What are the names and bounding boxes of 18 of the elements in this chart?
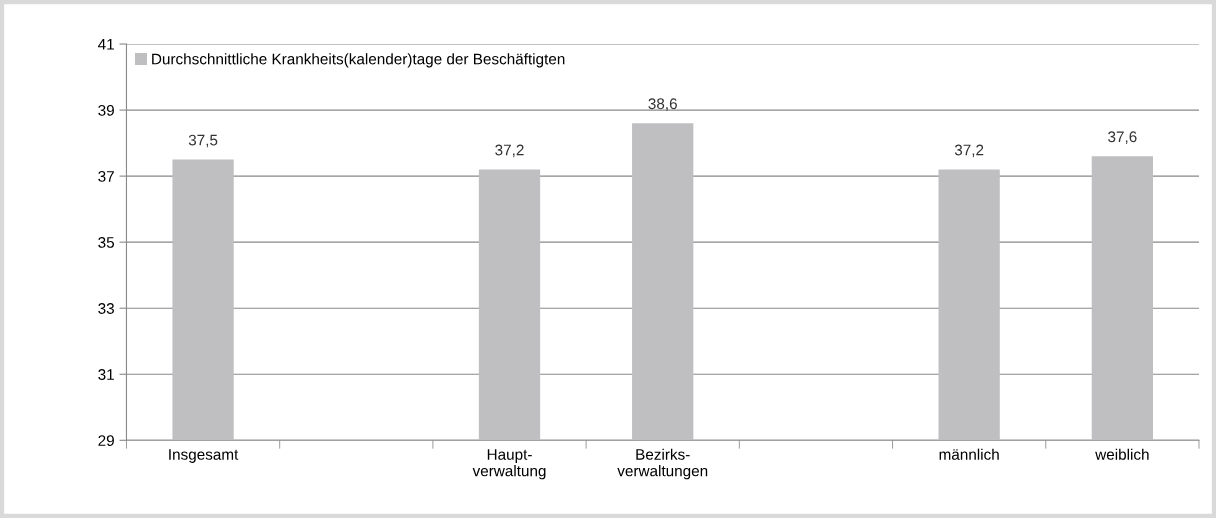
x-tick-label: männlich: [939, 448, 999, 460]
x-tick-label: Bezirks- verwaltungen: [617, 448, 708, 480]
data-label: 37,6: [1108, 131, 1137, 144]
y-tick-label: 35: [98, 237, 115, 248]
x-tick-label: weiblich: [1095, 448, 1149, 460]
y-tick-label: 33: [98, 303, 114, 314]
y-tick-label: 29: [98, 435, 114, 446]
y-tick-label: 41: [98, 39, 114, 50]
x-tick-label: Insgesamt: [169, 449, 239, 463]
legend-label: Durchschnittliche Krankheits(kalender)tage der Beschäftigten: [152, 53, 565, 68]
data-label: 37,5: [188, 134, 218, 148]
data-label: 38,6: [648, 98, 677, 111]
y-tick-label: 37: [98, 170, 114, 182]
data-label: 37,2: [954, 144, 984, 158]
y-tick-label: 31: [98, 369, 114, 380]
y-tick-label: 39: [98, 104, 114, 116]
x-tick-label: Haupt- verwaltung: [472, 449, 546, 480]
data-label: 37,2: [495, 144, 524, 158]
